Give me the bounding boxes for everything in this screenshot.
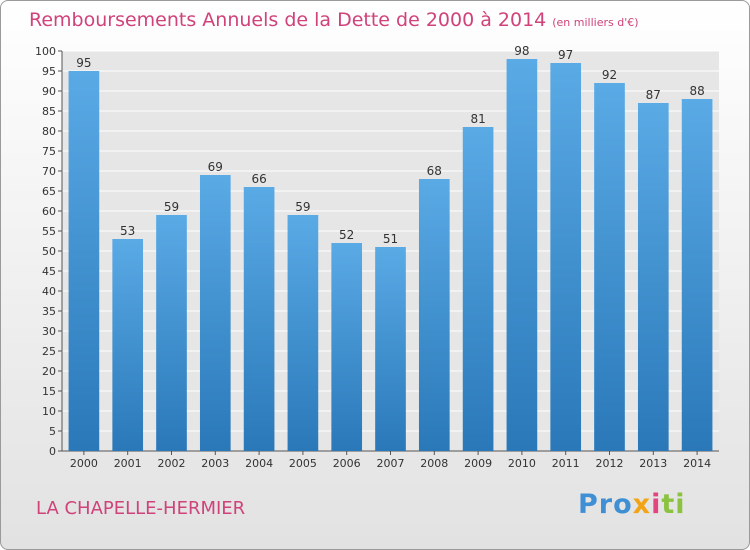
bar <box>506 59 538 451</box>
x-tick-label: 2005 <box>289 457 317 470</box>
bar-value-label: 87 <box>646 88 661 102</box>
bar <box>156 215 187 451</box>
x-tick-label: 2002 <box>158 457 186 470</box>
bar <box>594 83 625 451</box>
bar <box>637 103 669 451</box>
proxiti-logo: Proxiti <box>578 489 686 520</box>
y-tick-label: 50 <box>42 245 56 258</box>
x-tick-label: 2014 <box>683 457 711 470</box>
y-tick-label: 55 <box>42 225 56 238</box>
chart-title-text: Remboursements Annuels de la Dette de 20… <box>29 9 547 31</box>
logo-part-3: i <box>651 489 662 520</box>
x-tick-label: 2011 <box>552 457 580 470</box>
y-tick-label: 60 <box>42 205 56 218</box>
bar <box>199 175 231 451</box>
x-tick-label: 2009 <box>464 457 492 470</box>
y-tick-label: 5 <box>49 425 56 438</box>
x-tick-label: 2012 <box>596 457 624 470</box>
bar <box>418 179 450 451</box>
x-tick-label: 2001 <box>114 457 142 470</box>
town-name: LA CHAPELLE-HERMIER <box>36 498 246 519</box>
bar-value-label: 66 <box>251 172 266 186</box>
x-tick-label: 2004 <box>245 457 273 470</box>
y-tick-label: 45 <box>42 265 56 278</box>
x-tick-label: 2013 <box>639 457 667 470</box>
logo-part-1: Pro <box>578 489 633 520</box>
bar-value-label: 97 <box>558 48 573 62</box>
bar-value-label: 59 <box>164 200 179 214</box>
y-tick-label: 90 <box>42 85 56 98</box>
y-tick-label: 80 <box>42 125 56 138</box>
x-tick-label: 2000 <box>70 457 98 470</box>
bar <box>331 243 363 451</box>
x-tick-label: 2006 <box>333 457 361 470</box>
bar <box>462 127 494 451</box>
bar <box>287 215 319 451</box>
y-tick-label: 15 <box>42 385 56 398</box>
bar <box>68 71 100 451</box>
bar <box>375 247 406 451</box>
bar-value-label: 53 <box>120 224 135 238</box>
y-tick-label: 65 <box>42 185 56 198</box>
y-tick-label: 95 <box>42 65 56 78</box>
bar-value-label: 88 <box>689 84 704 98</box>
bar-value-label: 51 <box>383 232 398 246</box>
bar-value-label: 69 <box>208 160 223 174</box>
y-tick-label: 25 <box>42 345 56 358</box>
y-tick-label: 70 <box>42 165 56 178</box>
bar-value-label: 81 <box>470 112 485 126</box>
chart-unit-label: (en milliers d'€) <box>552 16 639 29</box>
bar-value-label: 59 <box>295 200 310 214</box>
y-tick-label: 30 <box>42 325 56 338</box>
y-tick-label: 100 <box>35 45 56 58</box>
y-tick-label: 0 <box>49 445 56 458</box>
x-tick-label: 2008 <box>420 457 448 470</box>
bar <box>681 99 713 451</box>
bar-value-label: 52 <box>339 228 354 242</box>
bar-value-label: 92 <box>602 68 617 82</box>
bar-value-label: 98 <box>514 44 529 58</box>
bar-value-label: 68 <box>427 164 442 178</box>
bar <box>550 63 582 451</box>
bar <box>112 239 144 451</box>
logo-part-2: x <box>632 489 652 520</box>
chart-title: Remboursements Annuels de la Dette de 20… <box>29 9 639 31</box>
y-tick-label: 85 <box>42 105 56 118</box>
x-tick-label: 2010 <box>508 457 536 470</box>
y-tick-label: 35 <box>42 305 56 318</box>
logo-part-4: ti <box>661 489 686 520</box>
x-tick-label: 2007 <box>377 457 405 470</box>
y-tick-label: 10 <box>42 405 56 418</box>
y-tick-label: 75 <box>42 145 56 158</box>
bar-value-label: 95 <box>76 56 91 70</box>
y-tick-label: 20 <box>42 365 56 378</box>
y-tick-label: 40 <box>42 285 56 298</box>
bar <box>243 187 275 451</box>
x-tick-label: 2003 <box>201 457 229 470</box>
